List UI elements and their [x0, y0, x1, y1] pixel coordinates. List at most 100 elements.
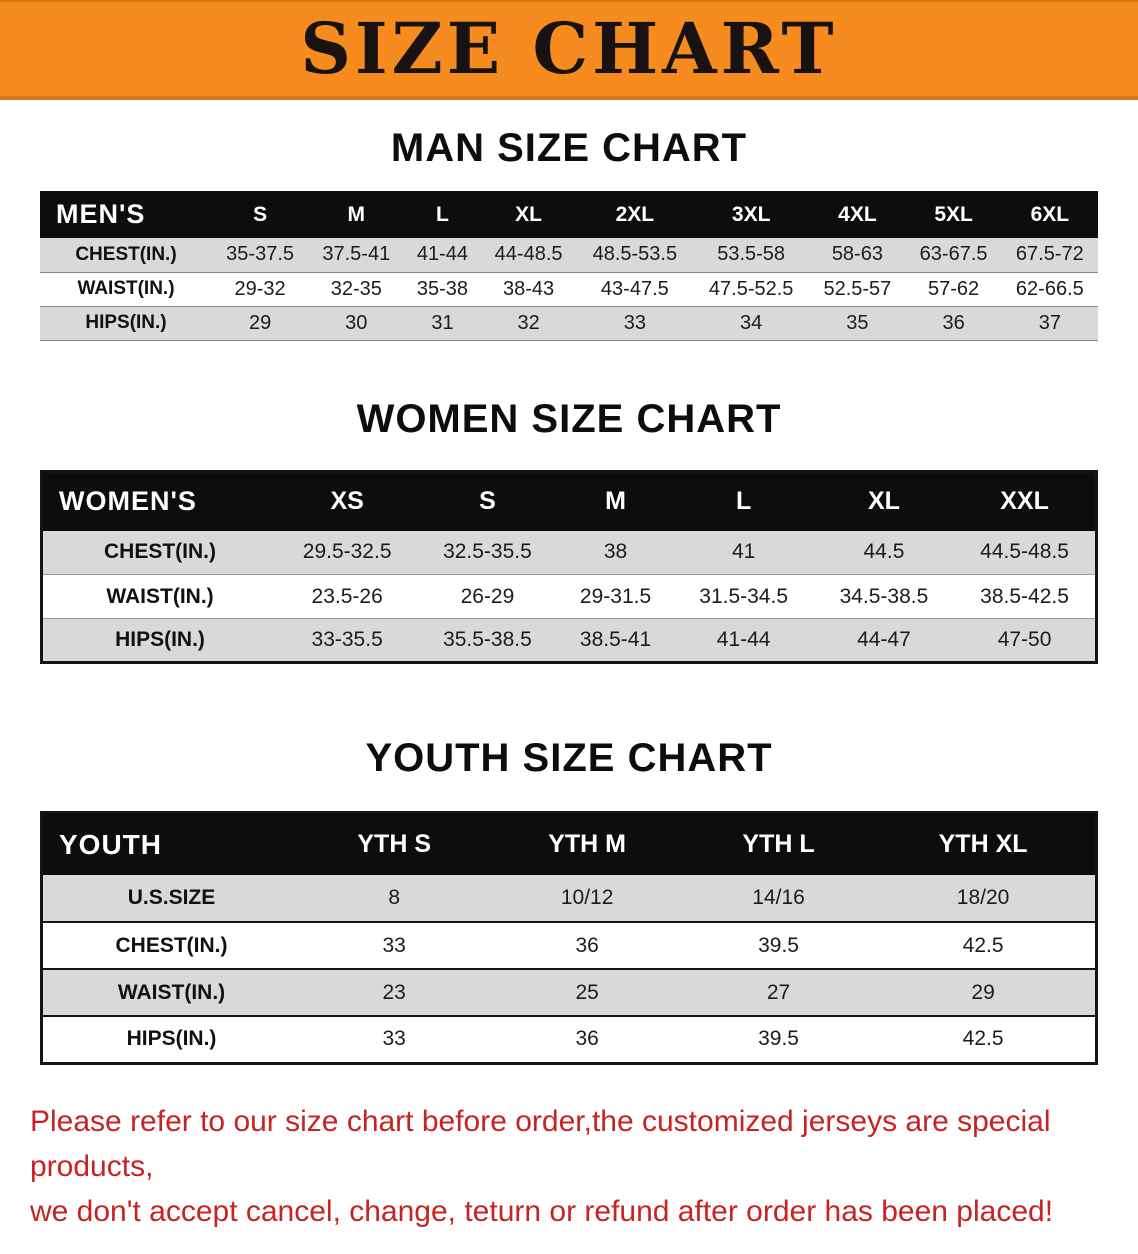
measure-value: 37 [1038, 311, 1061, 334]
youth-table-title: YOUTH [41, 812, 300, 875]
measure-value: 38.5-41 [579, 628, 652, 651]
measure-value: 44-48.5 [494, 243, 563, 266]
measure-label: HIPS(IN.) [85, 312, 167, 333]
measure-value: 14/16 [752, 886, 805, 909]
measure-value: 8 [388, 886, 401, 909]
men-size-col-header: S [212, 191, 309, 238]
women-measure-row: CHEST(IN.) 29.5-32.5 32.5-35.5 38 41 44.5 44.5… [41, 530, 1097, 575]
measure-label: CHEST(IN.) [115, 933, 228, 957]
men-header-row: MEN'S S M L XL 2XL 3XL 4XL 5XL 6XL [40, 191, 1098, 238]
measure-value: 36 [575, 1027, 599, 1051]
women-measure-row: HIPS(IN.) 33-35.5 35.5-38.5 38.5-41 41-44 44-… [41, 618, 1097, 663]
size-chart-sections: MAN SIZE CHART MEN'S S M L XL 2XL 3XL 4XL 5XL 6XL C… [0, 126, 1138, 1065]
men-measure-row: HIPS(IN.) 29 30 31 32 33 34 35 36 37 [40, 306, 1098, 340]
measure-value: 38 [603, 540, 628, 564]
measure-value: 41-44 [416, 243, 469, 266]
measure-value: 32-35 [330, 277, 382, 300]
youth-measure-row: HIPS(IN.) 33 36 39.5 42.5 [41, 1016, 1097, 1063]
measure-value: 27 [766, 980, 791, 1004]
women-size-col-header: XXL [954, 471, 1097, 531]
men-table-title: MEN'S [40, 191, 212, 238]
measure-value: 34 [740, 311, 763, 334]
measure-value: 32 [517, 311, 540, 334]
women-size-table: WOMEN'S XS S M L XL XXL CHEST(IN.) 29.5-32.5 32.5… [40, 469, 1098, 664]
men-size-table: MEN'S S M L XL 2XL 3XL 4XL 5XL 6XL CHEST(IN.) 35-37… [40, 191, 1098, 341]
measure-label: CHEST(IN.) [75, 243, 177, 265]
measure-value: 26-29 [460, 584, 515, 608]
men-size-section: MAN SIZE CHART MEN'S S M L XL 2XL 3XL 4XL 5XL 6XL C… [40, 126, 1098, 341]
men-measure-row: CHEST(IN.) 35-37.5 37.5-41 41-44 44-48.5 48.5… [40, 238, 1098, 272]
measure-value: 29 [248, 311, 272, 334]
measure-value: 33-35.5 [311, 628, 383, 651]
women-size-col-header: L [673, 471, 814, 531]
women-table-title: WOMEN'S [41, 471, 277, 531]
women-size-col-header: S [417, 471, 558, 531]
measure-value: 31 [431, 311, 454, 334]
women-size-heading: WOMEN SIZE CHART [356, 396, 782, 441]
measure-label: HIPS(IN.) [126, 1027, 217, 1051]
measure-value: 63-67.5 [919, 243, 988, 266]
measure-label: U.S.SIZE [127, 886, 216, 909]
youth-measure-row: WAIST(IN.) 23 25 27 29 [41, 969, 1097, 1016]
measure-value: 33 [382, 1027, 406, 1051]
youth-measure-row: U.S.SIZE 8 10/12 14/16 18/20 [41, 875, 1097, 922]
women-header-row: WOMEN'S XS S M L XL XXL [41, 471, 1097, 531]
men-size-col-header: M [308, 191, 405, 238]
size-chart-banner: SIZE CHART [0, 0, 1138, 100]
men-size-col-header: 6XL [1001, 191, 1098, 238]
measure-value: 42.5 [962, 933, 1004, 957]
measure-value: 10/12 [560, 886, 614, 909]
measure-value: 35-38 [416, 277, 469, 300]
measure-value: 29.5-32.5 [302, 540, 392, 564]
measure-value: 44.5-48.5 [980, 540, 1069, 564]
men-size-col-header: 4XL [809, 191, 906, 238]
measure-value: 25 [575, 980, 599, 1004]
men-size-col-header: XL [480, 191, 577, 238]
measure-value: 52.5-57 [823, 277, 892, 300]
women-size-section: WOMEN SIZE CHART WOMEN'S XS S M L XL XXL CHEST(I… [40, 396, 1098, 664]
youth-measure-row: CHEST(IN.) 33 36 39.5 42.5 [41, 922, 1097, 969]
measure-value: 62-66.5 [1015, 277, 1084, 300]
women-size-col-header: M [557, 471, 674, 531]
measure-value: 47-50 [997, 628, 1052, 651]
measure-value: 36 [575, 933, 599, 957]
youth-size-col-header: YTH M [488, 812, 686, 875]
women-size-col-header: XS [277, 471, 418, 531]
disclaimer: Please refer to our size chart before or… [0, 1099, 1138, 1254]
measure-value: 23.5-26 [311, 584, 383, 608]
youth-size-col-header: YTH L [685, 812, 872, 875]
measure-value: 42.5 [962, 1027, 1004, 1051]
measure-value: 39.5 [758, 1027, 799, 1051]
measure-value: 48.5-53.5 [592, 243, 678, 266]
measure-value: 37.5-41 [322, 243, 391, 266]
measure-value: 30 [345, 311, 368, 334]
youth-header-row: YOUTH YTH S YTH M YTH L YTH XL [41, 812, 1097, 875]
disclaimer-line-1: Please refer to our size chart before or… [30, 1104, 1051, 1183]
measure-value: 39.5 [758, 933, 799, 957]
measure-label: WAIST(IN.) [77, 278, 175, 299]
women-size-col-header: XL [813, 471, 955, 531]
disclaimer-line-2: we don't accept cancel, change, teturn o… [30, 1194, 1054, 1228]
measure-value: 43-47.5 [600, 277, 669, 300]
men-size-heading: MAN SIZE CHART [390, 126, 748, 170]
measure-value: 31.5-34.5 [699, 584, 789, 608]
women-measure-row: WAIST(IN.) 23.5-26 26-29 29-31.5 31.5-34.5 34… [41, 574, 1097, 619]
men-size-col-header: 3XL [693, 191, 810, 238]
measure-value: 44.5 [863, 540, 905, 564]
measure-value: 41 [731, 540, 756, 564]
youth-size-col-header: YTH S [300, 812, 489, 875]
measure-value: 33 [623, 311, 646, 334]
youth-size-heading: YOUTH SIZE CHART [365, 736, 773, 780]
measure-value: 32.5-35.5 [443, 540, 532, 564]
measure-value: 35.5-38.5 [443, 628, 532, 651]
men-size-col-header: L [404, 191, 481, 238]
measure-value: 35 [846, 311, 869, 334]
men-size-col-header: 5XL [905, 191, 1002, 238]
measure-label: WAIST(IN.) [106, 584, 214, 608]
measure-value: 36 [942, 311, 965, 334]
size-chart-title: SIZE CHART [300, 7, 838, 90]
measure-value: 23 [382, 980, 406, 1004]
measure-value: 29-31.5 [579, 584, 652, 608]
measure-value: 41-44 [716, 628, 771, 651]
men-size-col-header: 2XL [576, 191, 693, 238]
